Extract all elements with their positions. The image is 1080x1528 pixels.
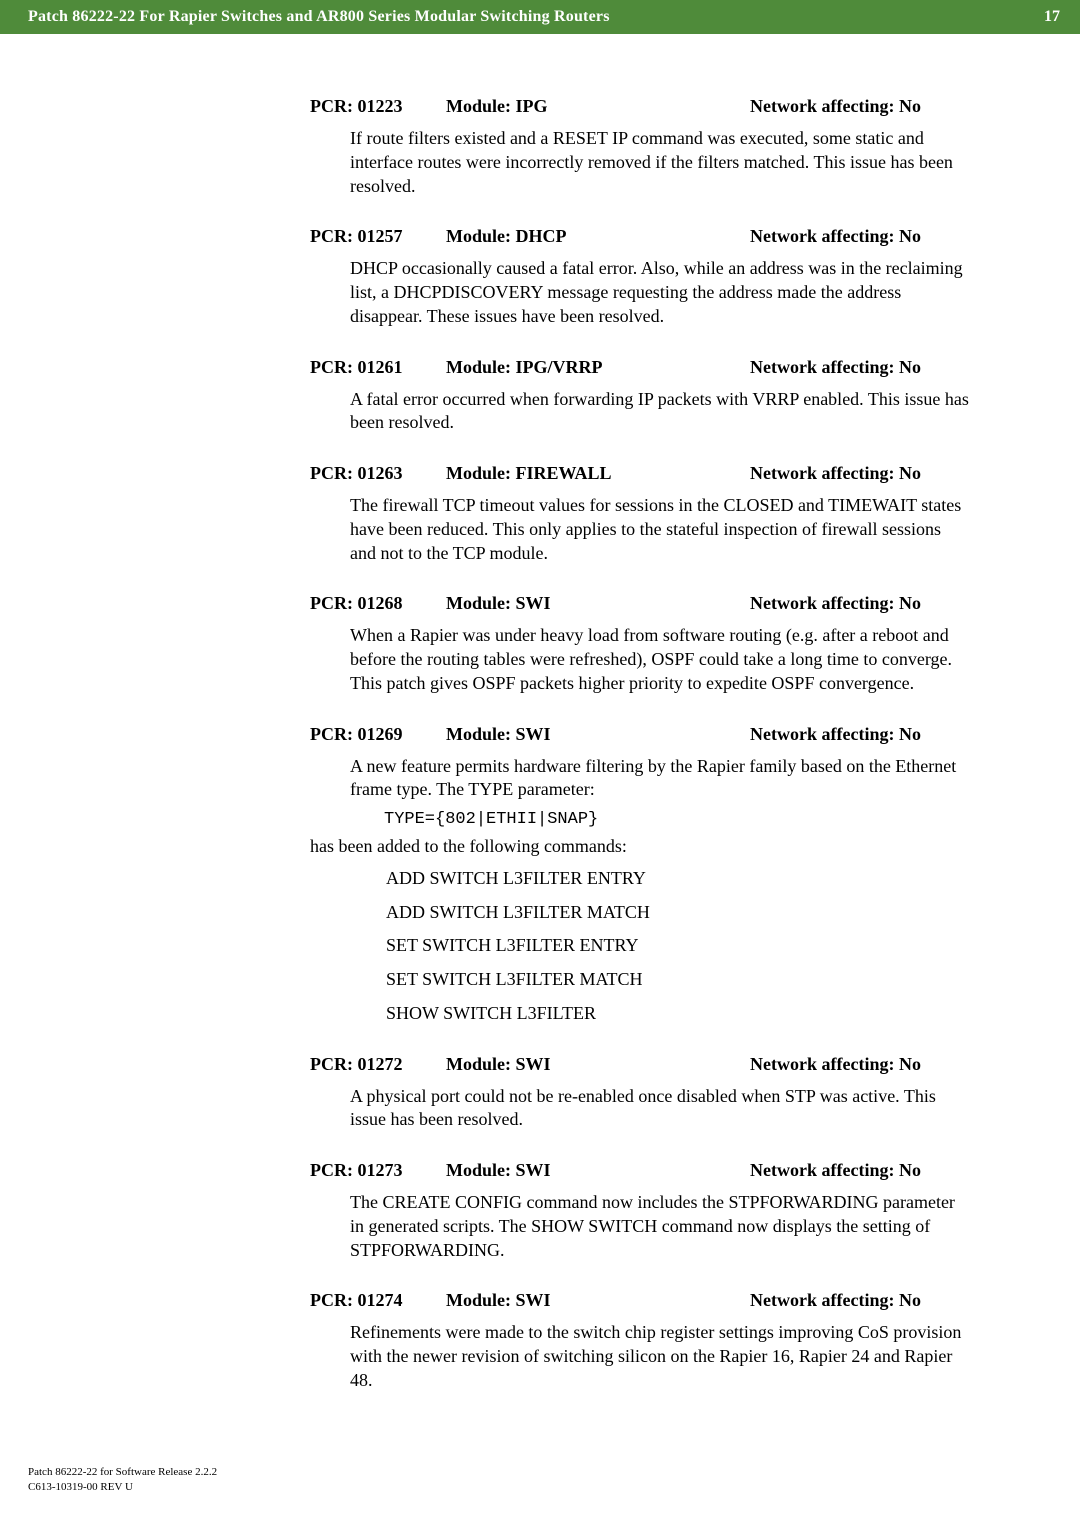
- header-title: Patch 86222-22 For Rapier Switches and A…: [28, 8, 610, 26]
- document-content: PCR: 01223 Module: IPG Network affecting…: [0, 34, 1080, 1393]
- pcr-entry: PCR: 01263 Module: FIREWALL Network affe…: [310, 463, 970, 565]
- pcr-entry: PCR: 01272 Module: SWI Network affecting…: [310, 1054, 970, 1133]
- pcr-entry: PCR: 01269 Module: SWI Network affecting…: [310, 724, 970, 1026]
- pcr-id: PCR: 01261: [310, 357, 446, 378]
- pcr-body: Refinements were made to the switch chip…: [350, 1321, 970, 1392]
- pcr-module: Module: SWI: [446, 724, 750, 745]
- pcr-body: The firewall TCP timeout values for sess…: [350, 494, 970, 565]
- footer: Patch 86222-22 for Software Release 2.2.…: [28, 1465, 217, 1494]
- command-item: ADD SWITCH L3FILTER ENTRY: [386, 867, 970, 891]
- pcr-body: A fatal error occurred when forwarding I…: [350, 388, 970, 436]
- pcr-body: The CREATE CONFIG command now includes t…: [350, 1191, 970, 1262]
- pcr-heading: PCR: 01268 Module: SWI Network affecting…: [310, 593, 970, 614]
- pcr-id: PCR: 01257: [310, 226, 446, 247]
- command-item: SET SWITCH L3FILTER ENTRY: [386, 934, 970, 958]
- pcr-heading: PCR: 01261 Module: IPG/VRRP Network affe…: [310, 357, 970, 378]
- pcr-entry: PCR: 01274 Module: SWI Network affecting…: [310, 1290, 970, 1392]
- pcr-id: PCR: 01268: [310, 593, 446, 614]
- pcr-id: PCR: 01269: [310, 724, 446, 745]
- pcr-module: Module: SWI: [446, 1290, 750, 1311]
- pcr-heading: PCR: 01273 Module: SWI Network affecting…: [310, 1160, 970, 1181]
- pcr-id: PCR: 01273: [310, 1160, 446, 1181]
- pcr-entry: PCR: 01257 Module: DHCP Network affectin…: [310, 226, 970, 328]
- pcr-entry: PCR: 01261 Module: IPG/VRRP Network affe…: [310, 357, 970, 436]
- pcr-network: Network affecting: No: [750, 1160, 970, 1181]
- pcr-body: has been added to the following commands…: [310, 835, 970, 859]
- command-item: SET SWITCH L3FILTER MATCH: [386, 968, 970, 992]
- pcr-entry: PCR: 01273 Module: SWI Network affecting…: [310, 1160, 970, 1262]
- pcr-module: Module: DHCP: [446, 226, 750, 247]
- pcr-body: A physical port could not be re-enabled …: [350, 1085, 970, 1133]
- pcr-network: Network affecting: No: [750, 1054, 970, 1075]
- pcr-id: PCR: 01223: [310, 96, 446, 117]
- pcr-module: Module: SWI: [446, 1160, 750, 1181]
- pcr-module: Module: SWI: [446, 1054, 750, 1075]
- pcr-body: DHCP occasionally caused a fatal error. …: [350, 257, 970, 328]
- pcr-body: When a Rapier was under heavy load from …: [350, 624, 970, 695]
- pcr-network: Network affecting: No: [750, 96, 970, 117]
- header-bar: Patch 86222-22 For Rapier Switches and A…: [0, 0, 1080, 34]
- pcr-id: PCR: 01274: [310, 1290, 446, 1311]
- pcr-body: If route filters existed and a RESET IP …: [350, 127, 970, 198]
- pcr-body: A new feature permits hardware filtering…: [350, 755, 970, 803]
- pcr-network: Network affecting: No: [750, 593, 970, 614]
- pcr-module: Module: IPG/VRRP: [446, 357, 750, 378]
- pcr-network: Network affecting: No: [750, 226, 970, 247]
- pcr-id: PCR: 01263: [310, 463, 446, 484]
- footer-line: C613-10319-00 REV U: [28, 1480, 217, 1494]
- code-line: TYPE={802|ETHII|SNAP}: [384, 810, 970, 829]
- pcr-heading: PCR: 01272 Module: SWI Network affecting…: [310, 1054, 970, 1075]
- pcr-heading: PCR: 01223 Module: IPG Network affecting…: [310, 96, 970, 117]
- command-item: ADD SWITCH L3FILTER MATCH: [386, 901, 970, 925]
- header-page-number: 17: [1044, 8, 1060, 26]
- footer-line: Patch 86222-22 for Software Release 2.2.…: [28, 1465, 217, 1479]
- pcr-module: Module: FIREWALL: [446, 463, 750, 484]
- pcr-heading: PCR: 01269 Module: SWI Network affecting…: [310, 724, 970, 745]
- pcr-heading: PCR: 01263 Module: FIREWALL Network affe…: [310, 463, 970, 484]
- pcr-module: Module: IPG: [446, 96, 750, 117]
- pcr-network: Network affecting: No: [750, 724, 970, 745]
- pcr-id: PCR: 01272: [310, 1054, 446, 1075]
- pcr-network: Network affecting: No: [750, 1290, 970, 1311]
- pcr-module: Module: SWI: [446, 593, 750, 614]
- command-item: SHOW SWITCH L3FILTER: [386, 1002, 970, 1026]
- pcr-heading: PCR: 01274 Module: SWI Network affecting…: [310, 1290, 970, 1311]
- pcr-network: Network affecting: No: [750, 463, 970, 484]
- command-list: ADD SWITCH L3FILTER ENTRY ADD SWITCH L3F…: [386, 867, 970, 1026]
- pcr-entry: PCR: 01268 Module: SWI Network affecting…: [310, 593, 970, 695]
- pcr-network: Network affecting: No: [750, 357, 970, 378]
- pcr-entry: PCR: 01223 Module: IPG Network affecting…: [310, 96, 970, 198]
- pcr-heading: PCR: 01257 Module: DHCP Network affectin…: [310, 226, 970, 247]
